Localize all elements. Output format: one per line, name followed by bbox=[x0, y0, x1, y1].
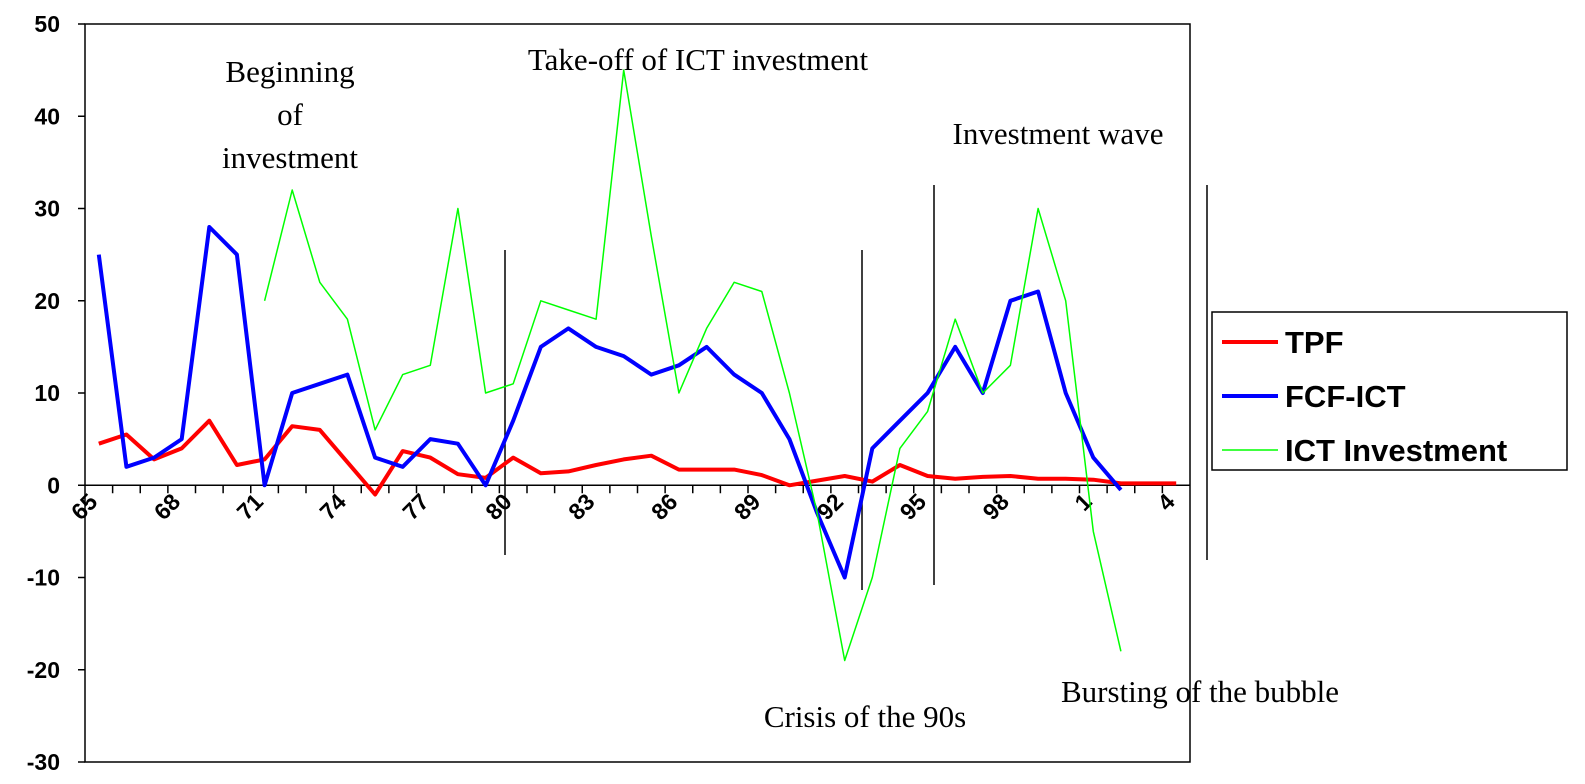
annotation: Investment wave bbox=[953, 116, 1164, 151]
x-tick-label: 98 bbox=[977, 488, 1014, 525]
series-line bbox=[96, 225, 1123, 580]
x-tick-label: 89 bbox=[729, 488, 765, 524]
x-tick-label: 68 bbox=[149, 488, 186, 525]
legend-label: FCF-ICT bbox=[1285, 379, 1406, 414]
x-tick-label: 74 bbox=[314, 488, 351, 525]
y-tick-label: 30 bbox=[34, 196, 60, 222]
legend-label: TPF bbox=[1285, 325, 1344, 360]
y-tick-label: 50 bbox=[34, 11, 60, 37]
legend-box bbox=[1211, 311, 1568, 471]
annotation: Beginning bbox=[225, 54, 354, 89]
annotation: Take-off of ICT investment bbox=[528, 42, 869, 77]
annotation: Crisis of the 90s bbox=[764, 699, 966, 734]
y-tick-label: 40 bbox=[34, 103, 60, 129]
annotation: of bbox=[277, 97, 304, 132]
annotation: investment bbox=[222, 140, 358, 175]
legend-label: ICT Investment bbox=[1285, 433, 1507, 468]
x-tick-label: 4 bbox=[1152, 488, 1180, 516]
x-tick-label: 92 bbox=[812, 488, 848, 524]
x-tick-label: 95 bbox=[895, 488, 932, 525]
x-tick-label: 83 bbox=[563, 488, 599, 524]
x-tick-label: 80 bbox=[480, 488, 516, 524]
y-tick-label: 20 bbox=[34, 288, 60, 314]
y-tick-label: -10 bbox=[27, 565, 60, 591]
y-tick-label: -30 bbox=[27, 749, 60, 775]
x-tick-label: 86 bbox=[646, 488, 682, 524]
x-tick-label: 77 bbox=[397, 488, 433, 524]
y-tick-label: -20 bbox=[27, 657, 60, 683]
series-line bbox=[263, 69, 1122, 662]
x-tick-label: 65 bbox=[66, 488, 103, 525]
annotation: Bursting of the bubble bbox=[1061, 674, 1339, 709]
y-tick-label: 0 bbox=[47, 472, 60, 498]
x-tick-label: 71 bbox=[232, 488, 269, 525]
x-tick-label: 1 bbox=[1069, 488, 1097, 516]
y-tick-label: 10 bbox=[34, 380, 60, 406]
